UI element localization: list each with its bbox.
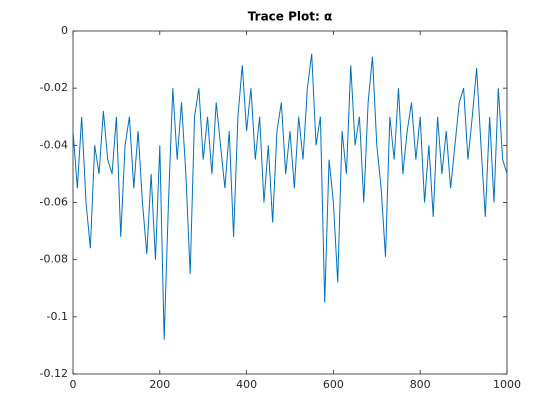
x-tick-label: 800 xyxy=(410,378,431,391)
y-tick-label: -0.02 xyxy=(40,81,68,94)
y-tick-label: -0.04 xyxy=(40,138,68,151)
y-tick-label: -0.08 xyxy=(40,253,68,266)
chart-title: Trace Plot: α xyxy=(248,10,332,24)
x-tick-label: 400 xyxy=(236,378,257,391)
x-tick-label: 200 xyxy=(149,378,170,391)
x-tick-label: 1000 xyxy=(493,378,521,391)
y-tick-label: -0.06 xyxy=(40,196,68,209)
y-tick-label: 0 xyxy=(61,24,68,37)
y-tick-label: -0.1 xyxy=(47,310,68,323)
y-tick-label: -0.12 xyxy=(40,367,68,380)
x-tick-label: 600 xyxy=(323,378,344,391)
axes-box xyxy=(72,30,508,375)
trace-line xyxy=(72,53,508,340)
x-tick-label: 0 xyxy=(70,378,77,391)
